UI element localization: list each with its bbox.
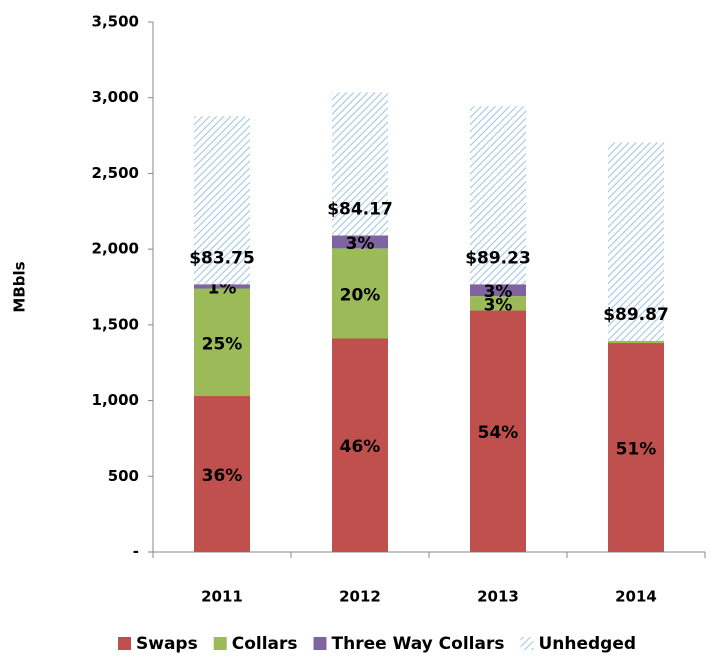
price-annotation: $89.87 xyxy=(603,305,669,325)
y-tick-label: 500 xyxy=(108,467,139,485)
bar-segment xyxy=(332,248,388,339)
price-annotation: $84.17 xyxy=(327,200,393,220)
bar-segment xyxy=(332,92,388,236)
x-tick-label: 2012 xyxy=(339,588,381,606)
x-tick-label: 2011 xyxy=(201,588,243,606)
bar-segment xyxy=(608,340,664,344)
data-label: 54% xyxy=(478,423,519,443)
bar-segment xyxy=(194,396,250,552)
legend-label: Swaps xyxy=(136,634,198,654)
y-tick-label: 1,000 xyxy=(92,391,139,409)
bar-segment xyxy=(332,338,388,552)
data-label: 20% xyxy=(340,285,381,305)
data-label: 25% xyxy=(202,334,243,354)
data-label: 3% xyxy=(484,282,513,302)
y-tick-label: 1,500 xyxy=(92,315,139,333)
x-tick-label: 2014 xyxy=(615,588,657,606)
y-tick-label: 3,000 xyxy=(92,88,139,106)
y-tick-label: - xyxy=(133,543,139,561)
y-tick-label: 3,500 xyxy=(92,13,139,31)
bar-segment xyxy=(470,310,526,552)
y-tick-label: 2,500 xyxy=(92,164,139,182)
bar-segment xyxy=(470,284,526,297)
legend-swatch xyxy=(520,637,534,650)
bar-segment xyxy=(194,116,250,285)
bar-segment xyxy=(608,343,664,552)
x-tick-label: 2013 xyxy=(477,588,519,606)
bar-segment xyxy=(470,296,526,311)
legend-label: Unhedged xyxy=(538,634,636,654)
data-label: 3% xyxy=(484,295,513,315)
y-axis-label: MBbls xyxy=(11,261,29,312)
legend-swatch xyxy=(213,637,227,650)
legend-swatch xyxy=(118,637,131,650)
price-annotation: $89.23 xyxy=(465,248,531,268)
price-annotation: $83.75 xyxy=(189,248,255,268)
bar-segment xyxy=(194,288,250,397)
bar-segment xyxy=(608,142,664,341)
y-tick-label: 2,000 xyxy=(92,240,139,258)
legend-swatch xyxy=(313,637,327,650)
bar-segment xyxy=(470,106,526,285)
data-label: 3% xyxy=(346,234,375,254)
bar-segment xyxy=(332,235,388,249)
legend-label: Collars xyxy=(232,634,298,654)
bar-segment xyxy=(194,284,250,289)
data-label: 36% xyxy=(202,466,243,486)
legend-label: Three Way Collars xyxy=(332,634,505,654)
data-label: 46% xyxy=(340,437,381,457)
data-label: 51% xyxy=(616,440,657,460)
